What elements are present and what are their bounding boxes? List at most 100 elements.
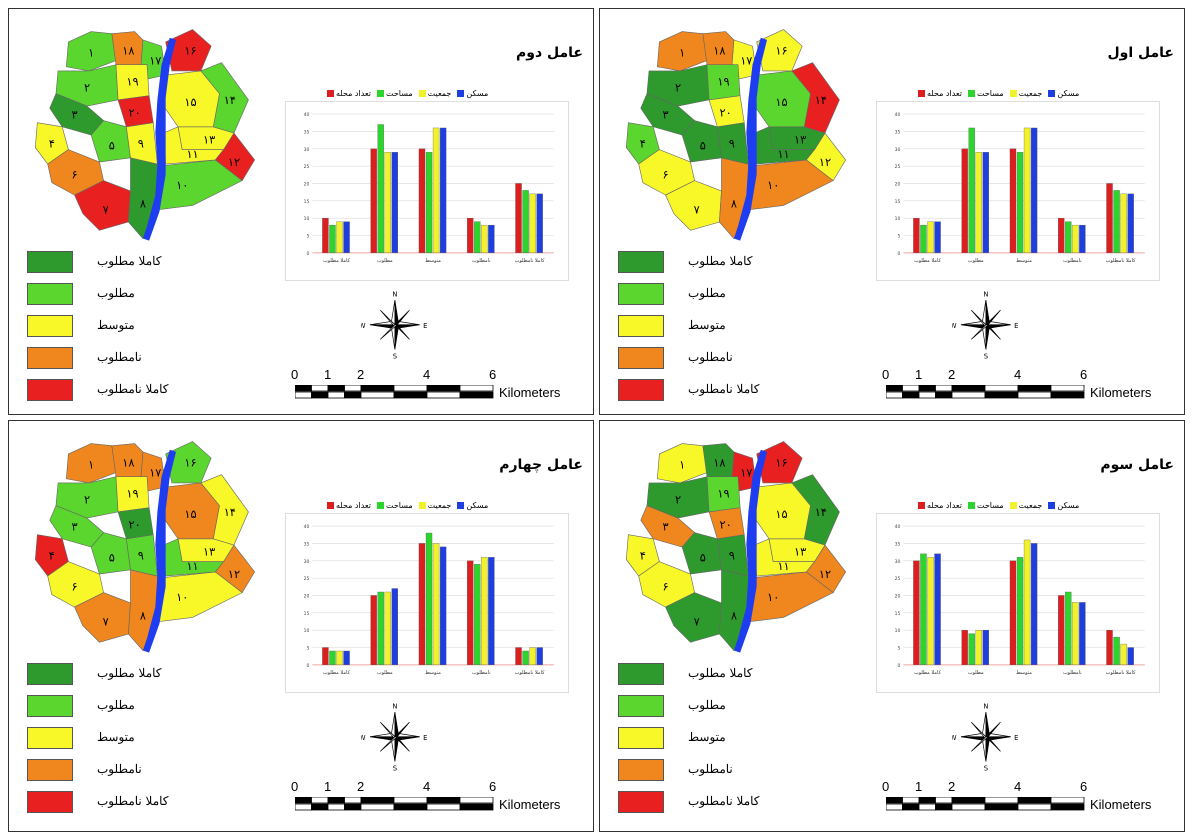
compass-point — [985, 321, 1001, 340]
chart-legend-label: جمعیت — [427, 89, 452, 98]
chart-ytick-label: 20 — [304, 593, 310, 599]
legend-label: متوسط — [688, 730, 726, 744]
map-zone-label: ۱۴ — [224, 93, 236, 107]
compass-label-w: W — [952, 322, 957, 330]
legend-item-kamla_motloob: کاملا مطلوب — [27, 251, 227, 273]
chart-legend-swatch — [457, 90, 465, 97]
chart-bar — [1065, 221, 1072, 254]
compass-point — [961, 324, 987, 329]
scale-segment — [344, 797, 362, 804]
scale-tick-label: 0 — [291, 367, 299, 382]
scale-segment — [1017, 803, 1052, 811]
chart-xtick-label: کاملا نامطلوب — [515, 258, 546, 264]
legend-item-motloob: مطلوب — [27, 695, 227, 717]
legend-item-namotloob: نامطلوب — [618, 347, 818, 369]
legend-item-kamla_motloob: کاملا مطلوب — [618, 663, 818, 685]
scale-segment — [918, 797, 936, 804]
map-zone-label: ۵ — [700, 139, 706, 153]
chart-bar — [322, 218, 329, 254]
map-zone-label: ۱۵ — [775, 95, 787, 109]
chart-ytick-label: 15 — [304, 611, 310, 617]
chart-bar — [1030, 127, 1038, 254]
chart-xtick-label: مطلوب — [377, 258, 393, 264]
legend-label: کاملا نامطلوب — [97, 382, 169, 396]
chart-bar — [377, 591, 384, 666]
chart-bar — [934, 221, 941, 254]
panel-factor-4: عامل چهارم ۱ ۲ ۳ ۴ ۵ ۶ ۷ ۸ ۹ ۱۰ ۱۱ ۱۲ ۱۳ ۱۴ ۱۵ ۱۶ ۱۷ ۱۸ ۱۹ ۲… — [8, 420, 594, 832]
map-zone-label: ۱۶ — [184, 43, 196, 57]
bar-chart: 0 5 10 15 20 25 30 35 40 کاملا مطلوب مطلوب متوسط نام… — [285, 101, 569, 281]
scale-tick-label: 2 — [357, 367, 365, 382]
chart-bar — [975, 630, 982, 666]
map-zone-label: ۱۴ — [224, 505, 236, 519]
legend-item-motloob: مطلوب — [618, 695, 818, 717]
compass-point — [394, 711, 399, 738]
map-zone-label: ۱۸ — [122, 43, 134, 57]
legend-swatch — [618, 695, 664, 717]
chart-bar — [488, 224, 495, 254]
map-zone-label: ۳ — [72, 108, 78, 122]
scale-segment — [886, 797, 903, 804]
chart-bar — [536, 193, 543, 254]
map-zone-label: ۱۱ — [777, 559, 789, 573]
chart-legend-label: مسکن — [1057, 501, 1080, 510]
chart-legend-swatch — [918, 90, 925, 97]
chart-legend-entry: مسکن — [1042, 501, 1079, 510]
map-zone-label: ۱ — [88, 45, 94, 59]
compass-point — [982, 299, 987, 326]
north-arrow-compass: N S E W — [361, 703, 427, 773]
legend-label: نامطلوب — [688, 350, 733, 364]
chart-bar — [377, 124, 384, 254]
chart-ytick-label: 35 — [895, 129, 901, 135]
scale-tick-label: 0 — [291, 779, 299, 794]
chart-legend-label: جمعیت — [427, 501, 452, 510]
compass-point — [370, 736, 396, 741]
chart-xtick-label: کاملا مطلوب — [914, 670, 942, 676]
chart-bar — [336, 221, 343, 254]
chart-legend-entry: تعداد محله — [912, 501, 962, 510]
legend-label: متوسط — [97, 730, 135, 744]
compass-label-e: E — [1014, 734, 1018, 742]
map-zone-label: ۱۹ — [717, 486, 729, 500]
map-zone-label: ۹ — [138, 548, 144, 562]
map-zone-label: ۱۷ — [740, 54, 752, 68]
chart-legend-label: مساحت — [977, 89, 1004, 98]
legend-label: مطلوب — [688, 286, 726, 300]
chart-bar — [474, 564, 481, 666]
chart-xtick-label: نامطلوب — [472, 670, 491, 676]
compass-label-e: E — [423, 734, 427, 742]
compass-point — [982, 711, 987, 738]
map-zone-label: ۵ — [109, 551, 115, 565]
legend-item-kamla_namotloob: کاملا نامطلوب — [27, 379, 227, 401]
chart-bar — [1072, 224, 1079, 254]
map-zone-label: ۱۸ — [122, 455, 134, 469]
compass-point — [961, 736, 987, 741]
chart-bar — [927, 221, 934, 254]
chart-bar — [913, 560, 920, 666]
bar-chart-plot: 0 5 10 15 20 25 30 35 40 کاملا مطلوب مطلوب متوسط نام… — [895, 112, 1145, 264]
chart-ytick-label: 25 — [895, 164, 901, 170]
legend-label: نامطلوب — [97, 350, 142, 364]
map-zone-label: ۱۶ — [775, 455, 787, 469]
scale-segment — [935, 803, 953, 811]
chart-legend-entry: مساحت — [371, 501, 413, 510]
scale-segment — [459, 803, 494, 811]
map-zone-20 — [708, 95, 745, 128]
scale-segment — [393, 391, 428, 399]
map-zone-label: ۷ — [103, 615, 109, 629]
chart-legend: مسکن جمعیت مساحت تعداد محله — [912, 89, 1079, 98]
map-zone-label: ۱۷ — [740, 466, 752, 480]
map-zone-label: ۹ — [729, 548, 735, 562]
scale-bar — [886, 385, 1085, 399]
map-zone-16 — [165, 441, 212, 484]
chart-ytick-label: 15 — [304, 199, 310, 205]
scale-segment — [951, 803, 986, 811]
scale-segment — [951, 391, 986, 399]
chart-bar — [1113, 636, 1120, 666]
map-zone-label: ۸ — [140, 197, 146, 211]
bar-chart: 0 5 10 15 20 25 30 35 40 کاملا مطلوب مطلوب متوسط نام… — [876, 513, 1160, 693]
chart-bar — [370, 595, 377, 666]
legend-swatch — [27, 727, 73, 749]
scale-segment — [935, 797, 953, 804]
